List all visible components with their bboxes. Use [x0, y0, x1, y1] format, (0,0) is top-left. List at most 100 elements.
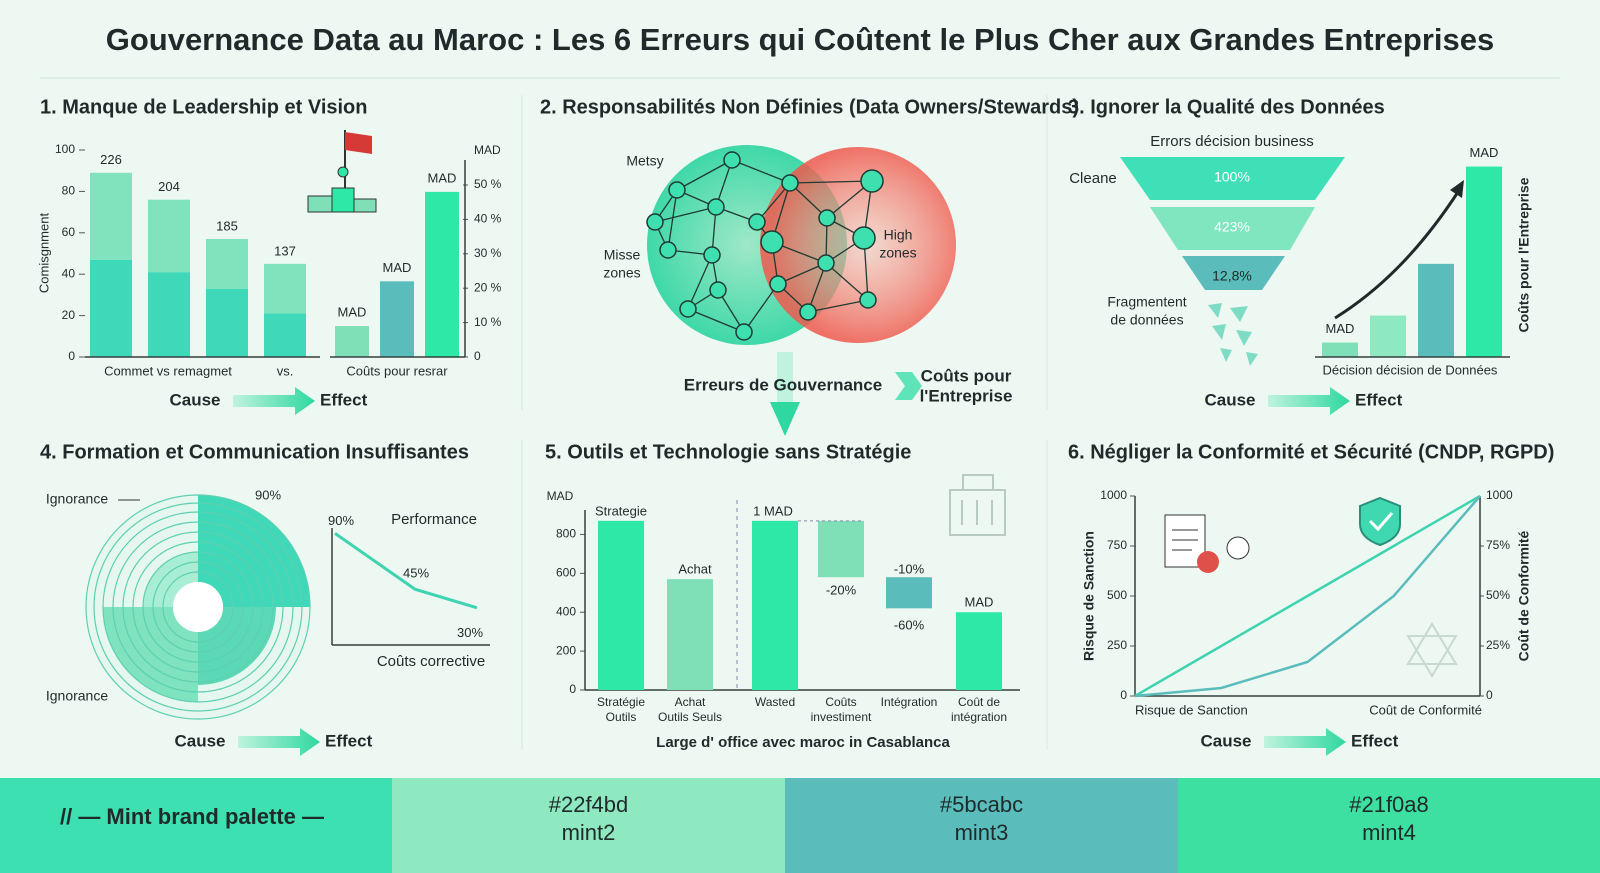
- bar-segment: [148, 199, 190, 273]
- network-edge: [687, 308, 745, 333]
- network-node: [799, 303, 817, 321]
- network-node: [709, 281, 727, 299]
- x-tick-label: investiment: [811, 710, 872, 724]
- star-icon: [1406, 622, 1458, 678]
- funnel-stage: [1120, 157, 1345, 200]
- bar: [1322, 342, 1358, 357]
- radial-ring: [152, 561, 244, 653]
- x-tick-label: Achat: [675, 695, 706, 709]
- bar-segment: [264, 313, 306, 357]
- funnel-stage: [1150, 207, 1315, 250]
- y-tick-label: 200: [556, 643, 576, 657]
- bar: [425, 191, 459, 357]
- x-tick-label: Intégration: [881, 695, 938, 709]
- bar-annotation: -20%: [826, 582, 857, 597]
- y2-tick-label: 50%: [1486, 588, 1510, 602]
- bar-annotation: -10%: [894, 561, 925, 576]
- y-tick-label: 250: [1107, 638, 1127, 652]
- network-node: [707, 198, 725, 216]
- y-tick-label: 0: [569, 682, 576, 696]
- network-edge: [743, 283, 779, 333]
- effect-label: Effect: [1351, 731, 1399, 750]
- y2-tick-label: 30 %: [474, 246, 502, 260]
- podium-icon: [307, 130, 377, 213]
- shards: [1208, 303, 1258, 366]
- palette-swatch: [785, 778, 1178, 873]
- x-axis-label: Coûts pour resrar: [346, 363, 448, 378]
- network-edge: [667, 189, 678, 251]
- arrow: [777, 352, 793, 402]
- arrow: [770, 402, 800, 436]
- bar: [380, 281, 414, 357]
- shield-icon: [1368, 512, 1394, 532]
- bar-segment: [148, 272, 190, 357]
- y2-axis-label: Coût de Conformité: [1516, 530, 1532, 661]
- palette-swatch: [392, 778, 785, 873]
- network-node: [760, 230, 784, 254]
- network-edge: [731, 159, 791, 184]
- y-tick-label: 40: [62, 266, 76, 280]
- y-tick-label: 60: [62, 225, 76, 239]
- network-node: [781, 174, 799, 192]
- funnel-stage: [1182, 256, 1285, 290]
- swatch-name: mint4: [1362, 820, 1416, 845]
- x-axis-label: vs.: [277, 363, 294, 378]
- bar-annotation: 137: [274, 243, 296, 258]
- trend-arrow: [1450, 180, 1464, 198]
- radial-ring: [122, 531, 274, 683]
- value-label: 45%: [403, 566, 429, 581]
- bar-annotation: Strategie: [595, 503, 647, 518]
- radial-sector: [143, 552, 198, 607]
- radial-sector: [198, 495, 310, 607]
- radial-ring: [93, 502, 303, 712]
- radial-hole: [173, 582, 223, 632]
- funnel-side-label: Cleane: [1069, 170, 1117, 187]
- radial-ring: [142, 551, 254, 663]
- y-tick-label: 80: [62, 184, 76, 198]
- funnel-stage-label: 12,8%: [1212, 268, 1252, 284]
- effect-label: Effect: [325, 731, 373, 750]
- arrow: [1268, 387, 1350, 415]
- x-tick-label: Wasted: [755, 695, 795, 709]
- bar-annotation: MAD: [1470, 145, 1499, 160]
- radial-ring: [162, 571, 234, 643]
- y2-tick-label: 10 %: [474, 315, 502, 329]
- funnel-stage-label: 423%: [1214, 219, 1250, 235]
- radial-ring: [85, 494, 311, 720]
- y2-tick-label: 75%: [1486, 538, 1510, 552]
- bar-annotation: MAD: [383, 260, 412, 275]
- arrow: [233, 387, 315, 415]
- arrow: [238, 728, 320, 756]
- bar-annotation: MAD: [338, 304, 367, 319]
- x-tick-label: Outils: [606, 710, 637, 724]
- bar-annotation: 226: [100, 152, 122, 167]
- cause-label: Cause: [169, 390, 220, 409]
- network-edge: [789, 180, 873, 184]
- y2-tick-label: 20 %: [474, 280, 502, 294]
- cause-label: Cause: [1200, 731, 1251, 750]
- waterfall-bar: [598, 520, 644, 690]
- x-tick-label: Coût de: [958, 695, 1000, 709]
- panel-title: 3. Ignorer la Qualité des Données: [1068, 96, 1385, 118]
- swatch-name: mint2: [562, 820, 616, 845]
- y-tick-label: 800: [556, 527, 576, 541]
- bar-annotation: MAD: [428, 170, 457, 185]
- y-tick-label: 20: [62, 308, 76, 322]
- zone-label: Misse: [604, 247, 641, 263]
- palette-label: // — Mint brand palette —: [60, 804, 324, 829]
- swatch-hex: #22f4bd: [549, 792, 629, 817]
- network-edge: [687, 254, 713, 310]
- y2-tick-label: 1000: [1486, 488, 1513, 502]
- radial-label: Ignorance: [46, 688, 108, 704]
- network-node: [668, 181, 686, 199]
- zone-label: zones: [603, 265, 640, 281]
- bar-annotation: MAD: [1326, 321, 1355, 336]
- network: [646, 151, 884, 341]
- radial-ring: [102, 511, 294, 703]
- line-series: [1134, 494, 1481, 698]
- radial-ring: [112, 521, 284, 693]
- bar: [1418, 263, 1454, 357]
- x-axis-label: Coûts corrective: [377, 653, 485, 670]
